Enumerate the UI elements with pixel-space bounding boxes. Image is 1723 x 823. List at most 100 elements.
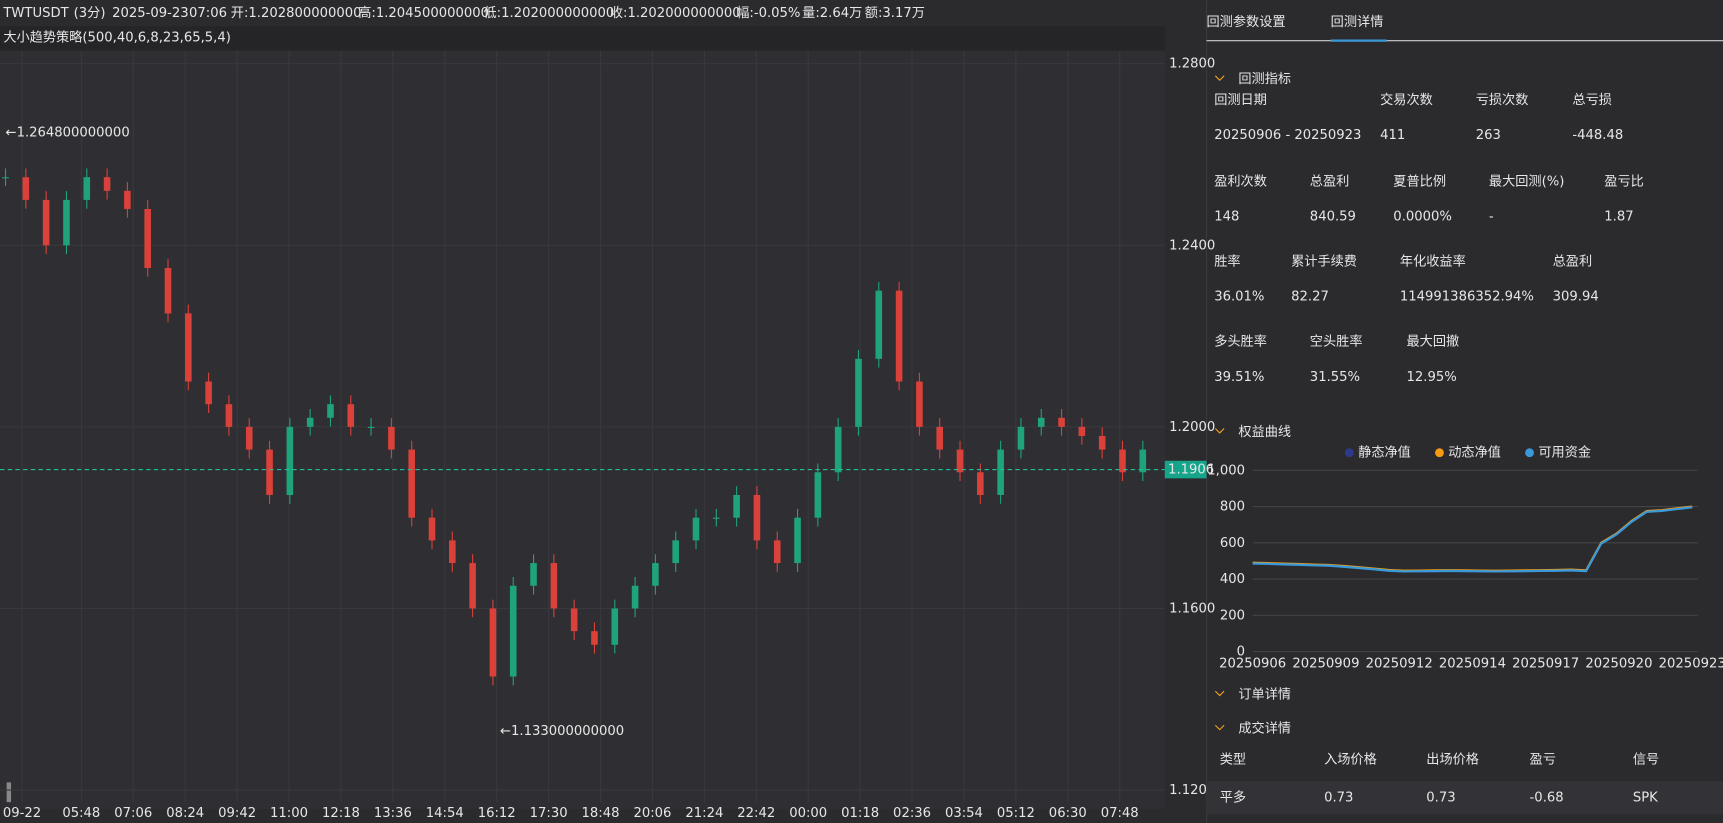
metric-value: 114991386352.94% (1400, 290, 1534, 305)
candle-body (733, 494, 740, 518)
candle-body (1058, 417, 1065, 427)
time-label: 03:54 (945, 806, 983, 821)
section-title[interactable]: 权益曲线 (1238, 423, 1291, 440)
candle-body (449, 540, 456, 564)
price-label: 1.2400 (1169, 238, 1215, 253)
x-tick-label: 20250906 (1219, 657, 1286, 672)
y-tick-label: 0 (1237, 645, 1245, 660)
table-header: 盈亏 (1530, 752, 1556, 767)
time-label: 14:54 (426, 806, 464, 821)
candle-body (834, 426, 842, 473)
extreme-annotation: ←1.133000000000 (500, 724, 624, 739)
candle-body (814, 472, 822, 518)
metric-label: 最大回测(%) (1489, 173, 1564, 189)
candle-body (956, 449, 964, 473)
metric-label: 累计手续费 (1291, 254, 1357, 270)
table-header: 入场价格 (1324, 751, 1377, 767)
price-label: 1.2000 (1169, 420, 1215, 435)
time-label: 05:48 (62, 806, 100, 821)
time-label: 09-22 (3, 806, 41, 821)
time-label: 09:42 (218, 806, 256, 821)
candle-body (245, 426, 253, 450)
time-label: 05:12 (997, 806, 1035, 821)
candle-body (205, 381, 212, 405)
scroll-handle[interactable] (6, 782, 12, 803)
x-tick-label: 20250909 (1292, 657, 1359, 672)
last-price-box (1164, 460, 1207, 479)
metric-label: 多头胜率 (1214, 333, 1267, 350)
candle-body (42, 199, 50, 246)
metric-value: 31.55% (1310, 370, 1360, 385)
price-label: 1.2800 (1169, 57, 1215, 72)
candle-body (367, 426, 375, 428)
metric-value: 1.87 (1604, 209, 1633, 224)
metric-label: 总亏损 (1572, 92, 1612, 108)
time-label: 18:48 (582, 806, 620, 821)
candle-body (164, 268, 172, 314)
time-label: 16:12 (478, 806, 516, 821)
header-time: 07:06 (189, 6, 227, 21)
header-symbol: TWTUSDT (2, 6, 69, 21)
candle-body (631, 585, 639, 609)
section-title[interactable]: 回测指标 (1238, 71, 1291, 87)
y-tick-label: 1,000 (1207, 463, 1245, 478)
strategy-bar (0, 26, 1165, 51)
chevron[interactable] (1214, 428, 1225, 434)
metric-label: 总盈利 (1553, 254, 1593, 270)
chevron[interactable] (1214, 724, 1225, 731)
header-amount: 额:3.17万 (865, 5, 925, 21)
legend-label: 静态净值 (1358, 445, 1411, 461)
tab[interactable]: 回测详情 (1331, 14, 1384, 30)
candle-body (83, 177, 91, 200)
time-label: 12:18 (322, 806, 360, 821)
candle-body (855, 358, 862, 427)
candle-body (306, 417, 314, 427)
candle-body (1078, 426, 1086, 436)
metric-value: -448.48 (1572, 128, 1623, 143)
table-cell: 0.73 (1324, 791, 1353, 806)
candle-body (286, 426, 294, 495)
table-cell: -0.68 (1530, 791, 1564, 806)
x-tick-label: 20250914 (1439, 657, 1506, 672)
time-label: 06:30 (1049, 806, 1087, 821)
metric-label: 年化收益率 (1400, 253, 1466, 270)
section-title[interactable]: 成交详情 (1238, 720, 1291, 737)
candle-body (103, 177, 111, 191)
candle-body (997, 449, 1004, 495)
candle-body (347, 404, 355, 427)
metric-label: 总盈利 (1310, 173, 1350, 189)
candle-body (713, 517, 720, 519)
candle-body (550, 563, 558, 609)
candle-body (936, 426, 944, 450)
candle-body (327, 404, 334, 418)
extreme-annotation: ←1.264800000000 (6, 126, 130, 141)
candle-body (469, 563, 476, 609)
time-label: 01:18 (841, 806, 879, 821)
metric-value: 20250906 - 20250923 (1214, 128, 1361, 143)
candle-body (22, 177, 30, 200)
tab[interactable]: 回测参数设置 (1207, 13, 1286, 30)
table-cell: 0.73 (1426, 791, 1455, 806)
metric-value: - (1489, 209, 1494, 224)
candle-body (692, 517, 700, 541)
metric-value: 0.0000% (1393, 209, 1452, 224)
section-title[interactable]: 订单详情 (1238, 686, 1291, 702)
chevron[interactable] (1214, 75, 1225, 81)
time-label: 00:00 (789, 806, 827, 821)
metric-value: 12.95% (1407, 370, 1457, 385)
candle-body (611, 608, 619, 645)
time-label: 07:06 (114, 806, 152, 821)
x-tick-label: 20250920 (1585, 657, 1652, 672)
candle-body (489, 608, 497, 677)
candle-body (895, 290, 903, 382)
time-label: 08:24 (166, 806, 204, 821)
candle-body (652, 563, 659, 586)
table-header: 类型 (1220, 751, 1246, 767)
chevron[interactable] (1214, 690, 1225, 697)
candle-body (773, 540, 781, 564)
time-label: 13:36 (374, 806, 412, 821)
price-label: 1.1600 (1169, 601, 1215, 616)
metric-value: 263 (1476, 128, 1501, 143)
